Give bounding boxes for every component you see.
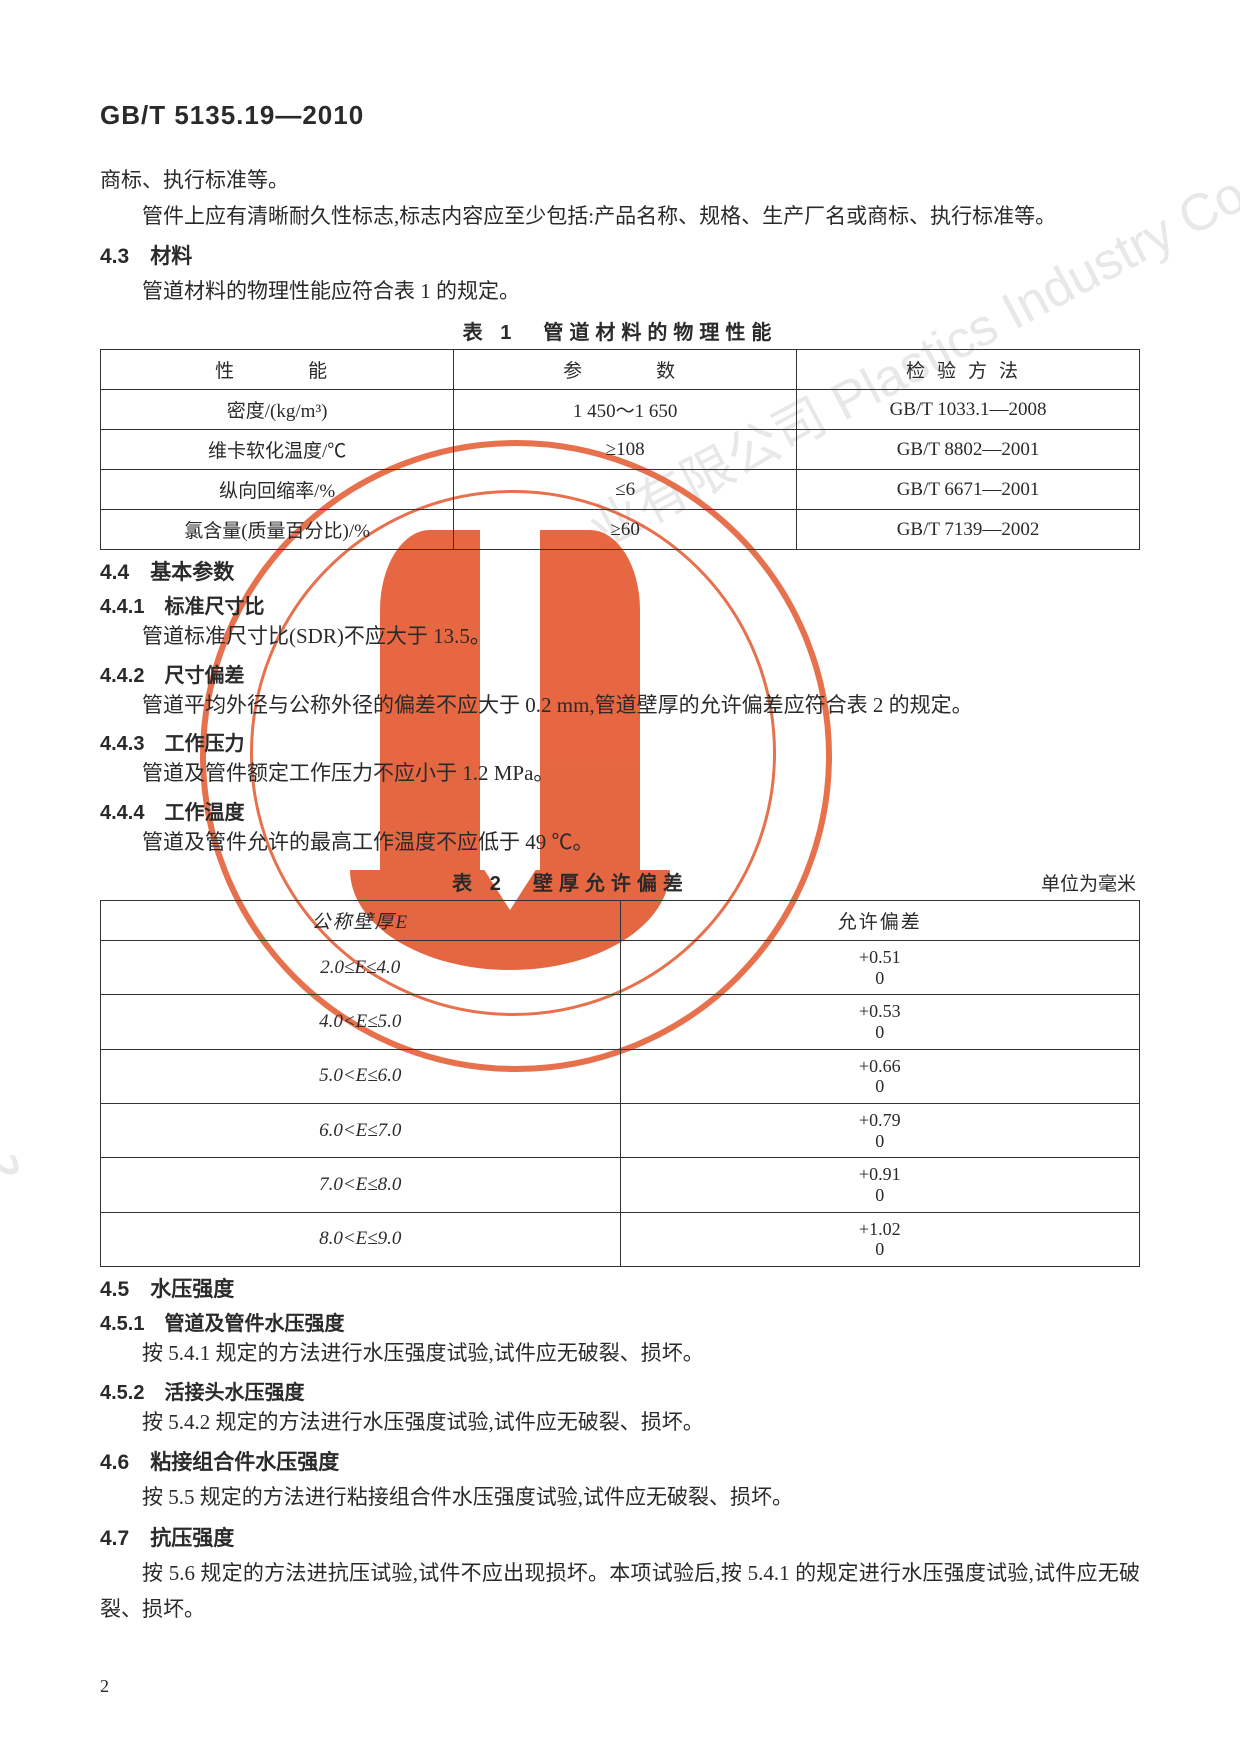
table-row: 7.0<E≤8.0+0.910 xyxy=(101,1158,1140,1212)
section-4-5-1-title: 4.5.1 管道及管件水压强度 xyxy=(100,1307,1140,1336)
table-row: 4.0<E≤5.0+0.530 xyxy=(101,995,1140,1049)
watermark-text: 成 xyxy=(0,1089,32,1216)
table-cell-tolerance: +0.530 xyxy=(620,995,1140,1049)
intro-paragraph-2: 管件上应有清晰耐久性标志,标志内容应至少包括:产品名称、规格、生产厂名或商标、执… xyxy=(100,199,1140,235)
table-row: 纵向回缩率/%≤6GB/T 6671—2001 xyxy=(101,470,1140,510)
section-4-4-4-title: 4.4.4 工作温度 xyxy=(100,796,1140,825)
section-4-4-2-title: 4.4.2 尺寸偏差 xyxy=(100,659,1140,688)
table-1-title: 表 1 管道材料的物理性能 xyxy=(100,316,1140,345)
table-2-header-cell: 允许偏差 xyxy=(620,900,1140,940)
table-row: 密度/(kg/m³)1 450～1 650GB/T 1033.1—2008 xyxy=(101,390,1140,430)
section-4-7-body: 按 5.6 规定的方法进抗压试验,试件不应出现损坏。本项试验后,按 5.4.1 … xyxy=(100,1556,1140,1627)
table-cell: 氯含量(质量百分比)/% xyxy=(101,510,454,550)
section-4-5-2-title: 4.5.2 活接头水压强度 xyxy=(100,1376,1140,1405)
table-row: 2.0≤E≤4.0+0.510 xyxy=(101,940,1140,994)
table-cell: 维卡软化温度/℃ xyxy=(101,430,454,470)
table-cell: GB/T 6671—2001 xyxy=(797,470,1140,510)
table-cell: ≥60 xyxy=(454,510,797,550)
section-4-4-1-body: 管道标准尺寸比(SDR)不应大于 13.5。 xyxy=(100,619,1140,655)
table-row: 维卡软化温度/℃≥108GB/T 8802—2001 xyxy=(101,430,1140,470)
section-4-4-title: 4.4 基本参数 xyxy=(100,556,1140,586)
section-4-7-title: 4.7 抗压强度 xyxy=(100,1522,1140,1552)
intro-paragraph-1: 商标、执行标准等。 xyxy=(100,163,1140,199)
table-cell-tolerance: +0.790 xyxy=(620,1103,1140,1157)
table-2: 公称壁厚E允许偏差2.0≤E≤4.0+0.5104.0<E≤5.0+0.5305… xyxy=(100,900,1140,1267)
table-1-header-cell: 检验方法 xyxy=(797,350,1140,390)
table-cell: ≤6 xyxy=(454,470,797,510)
table-cell: GB/T 1033.1—2008 xyxy=(797,390,1140,430)
section-4-6-title: 4.6 粘接组合件水压强度 xyxy=(100,1446,1140,1476)
table-cell-tolerance: +1.020 xyxy=(620,1212,1140,1266)
section-4-4-2-body: 管道平均外径与公称外径的偏差不应大于 0.2 mm,管道壁厚的允许偏差应符合表 … xyxy=(100,688,1140,724)
page-number: 2 xyxy=(100,1676,109,1697)
table-cell-range: 4.0<E≤5.0 xyxy=(101,995,621,1049)
table-cell-tolerance: +0.510 xyxy=(620,940,1140,994)
table-cell: 1 450～1 650 xyxy=(454,390,797,430)
table-cell: 密度/(kg/m³) xyxy=(101,390,454,430)
table-cell-range: 2.0≤E≤4.0 xyxy=(101,940,621,994)
document-standard-number: GB/T 5135.19—2010 xyxy=(100,100,1140,131)
table-row: 5.0<E≤6.0+0.660 xyxy=(101,1049,1140,1103)
section-4-5-2-body: 按 5.4.2 规定的方法进行水压强度试验,试件应无破裂、损坏。 xyxy=(100,1405,1140,1441)
table-2-header-cell: 公称壁厚E xyxy=(101,900,621,940)
table-row: 氯含量(质量百分比)/%≥60GB/T 7139—2002 xyxy=(101,510,1140,550)
table-1: 性 能参 数检验方法密度/(kg/m³)1 450～1 650GB/T 1033… xyxy=(100,349,1140,550)
table-cell-range: 5.0<E≤6.0 xyxy=(101,1049,621,1103)
table-2-title: 表 2 壁厚允许偏差 xyxy=(100,867,1041,896)
section-4-6-body: 按 5.5 规定的方法进行粘接组合件水压强度试验,试件应无破裂、损坏。 xyxy=(100,1480,1140,1516)
table-1-header-cell: 参 数 xyxy=(454,350,797,390)
section-4-3-body: 管道材料的物理性能应符合表 1 的规定。 xyxy=(100,274,1140,310)
section-4-5-title: 4.5 水压强度 xyxy=(100,1273,1140,1303)
table-row: 8.0<E≤9.0+1.020 xyxy=(101,1212,1140,1266)
table-2-unit: 单位为毫米 xyxy=(1041,869,1140,896)
table-cell: 纵向回缩率/% xyxy=(101,470,454,510)
table-cell: ≥108 xyxy=(454,430,797,470)
section-4-4-1-title: 4.4.1 标准尺寸比 xyxy=(100,590,1140,619)
section-4-4-4-body: 管道及管件允许的最高工作温度不应低于 49 ℃。 xyxy=(100,825,1140,861)
section-4-5-1-body: 按 5.4.1 规定的方法进行水压强度试验,试件应无破裂、损坏。 xyxy=(100,1336,1140,1372)
table-cell-range: 6.0<E≤7.0 xyxy=(101,1103,621,1157)
table-cell: GB/T 8802—2001 xyxy=(797,430,1140,470)
table-cell: GB/T 7139—2002 xyxy=(797,510,1140,550)
table-row: 6.0<E≤7.0+0.790 xyxy=(101,1103,1140,1157)
table-cell-tolerance: +0.910 xyxy=(620,1158,1140,1212)
table-cell-range: 7.0<E≤8.0 xyxy=(101,1158,621,1212)
section-4-4-3-body: 管道及管件额定工作压力不应小于 1.2 MPa。 xyxy=(100,756,1140,792)
table-cell-range: 8.0<E≤9.0 xyxy=(101,1212,621,1266)
section-4-4-3-title: 4.4.3 工作压力 xyxy=(100,727,1140,756)
table-1-header-cell: 性 能 xyxy=(101,350,454,390)
table-cell-tolerance: +0.660 xyxy=(620,1049,1140,1103)
section-4-3-title: 4.3 材料 xyxy=(100,240,1140,270)
